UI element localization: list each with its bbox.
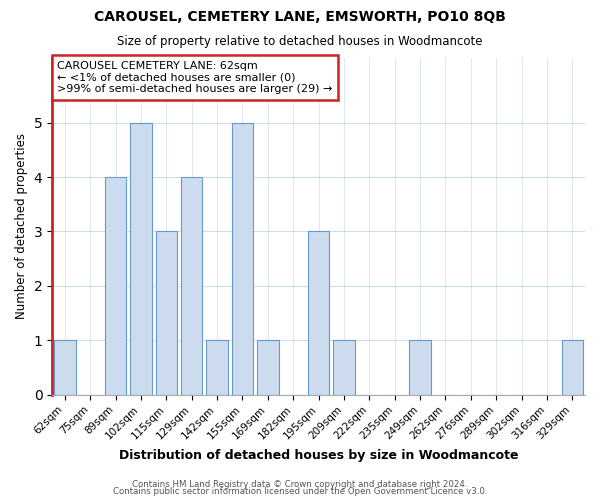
Bar xyxy=(257,340,278,394)
Bar xyxy=(232,122,253,394)
Bar xyxy=(54,340,76,394)
Bar xyxy=(181,177,202,394)
Text: Size of property relative to detached houses in Woodmancote: Size of property relative to detached ho… xyxy=(117,35,483,48)
Bar xyxy=(308,232,329,394)
Bar xyxy=(409,340,431,394)
Text: CAROUSEL CEMETERY LANE: 62sqm
← <1% of detached houses are smaller (0)
>99% of s: CAROUSEL CEMETERY LANE: 62sqm ← <1% of d… xyxy=(58,61,333,94)
Bar xyxy=(105,177,127,394)
X-axis label: Distribution of detached houses by size in Woodmancote: Distribution of detached houses by size … xyxy=(119,450,518,462)
Bar xyxy=(155,232,177,394)
Bar xyxy=(130,122,152,394)
Text: Contains HM Land Registry data © Crown copyright and database right 2024.: Contains HM Land Registry data © Crown c… xyxy=(132,480,468,489)
Text: CAROUSEL, CEMETERY LANE, EMSWORTH, PO10 8QB: CAROUSEL, CEMETERY LANE, EMSWORTH, PO10 … xyxy=(94,10,506,24)
Bar xyxy=(206,340,228,394)
Text: Contains public sector information licensed under the Open Government Licence v3: Contains public sector information licen… xyxy=(113,487,487,496)
Y-axis label: Number of detached properties: Number of detached properties xyxy=(15,133,28,319)
Bar xyxy=(562,340,583,394)
Bar xyxy=(333,340,355,394)
